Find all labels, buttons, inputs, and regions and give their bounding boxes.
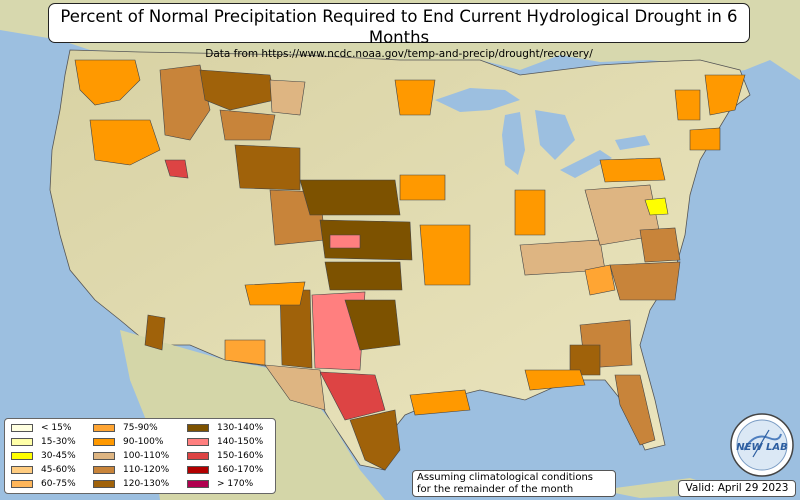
legend-swatch	[93, 437, 115, 446]
assumption-note: Assuming climatological conditions for t…	[412, 470, 616, 497]
lake-erie	[560, 150, 612, 178]
region-nebraska	[299, 179, 401, 216]
legend-swatch	[11, 451, 33, 460]
legend-swatch	[187, 423, 209, 432]
legend-label: 15-30%	[41, 437, 76, 447]
lake-ontario	[615, 135, 650, 150]
region-gulf	[409, 389, 471, 416]
region-nc-orange	[584, 264, 616, 296]
region-indiana	[514, 189, 546, 236]
legend-label: 45-60%	[41, 465, 76, 475]
logo-text: NEW LAB	[736, 442, 787, 453]
region-tx-south	[349, 409, 401, 471]
region-nd-light	[269, 79, 306, 116]
region-va-brown	[639, 227, 681, 263]
legend-swatch	[187, 479, 209, 488]
region-maryland-yellow	[644, 197, 669, 216]
note-line-2: for the remainder of the month	[417, 483, 574, 495]
note-line-1: Assuming climatological conditions	[417, 472, 593, 483]
legend-swatch	[93, 465, 115, 474]
region-az-orange	[244, 281, 306, 306]
region-iowa	[399, 174, 446, 201]
region-tx-red	[319, 371, 386, 421]
region-florida	[614, 374, 656, 446]
legend-swatch	[11, 465, 33, 474]
region-wisconsin	[394, 79, 436, 116]
legend-label: 60-75%	[41, 479, 76, 489]
legend-label: > 170%	[217, 479, 254, 489]
region-oklahoma	[324, 261, 403, 291]
legend-swatch	[11, 423, 33, 432]
legend-label: 100-110%	[123, 451, 170, 461]
legend-swatch	[93, 479, 115, 488]
legend-item: 150-160%	[187, 450, 263, 462]
legend-label: 160-170%	[217, 465, 264, 475]
legend-label: 30-45%	[41, 451, 76, 461]
region-kansas	[319, 219, 413, 261]
region-montana-2	[219, 109, 276, 141]
legend-label: 130-140%	[217, 423, 264, 433]
region-nc	[609, 261, 681, 301]
legend-item: < 15%	[11, 422, 71, 434]
legend-label: 140-150%	[217, 437, 264, 447]
legend-item: 130-140%	[187, 422, 263, 434]
lake-michigan	[502, 112, 525, 175]
legend-item: 100-110%	[93, 450, 169, 462]
legend-item: 140-150%	[187, 436, 263, 448]
legend-label: 120-130%	[123, 479, 170, 489]
legend-item: > 170%	[187, 478, 253, 490]
lake-superior	[435, 88, 520, 112]
region-gulf-2	[524, 369, 586, 391]
legend-label: 150-160%	[217, 451, 264, 461]
region-idaho-red	[164, 159, 189, 179]
region-mid-atlantic	[599, 157, 666, 183]
region-tx-brown	[344, 299, 401, 351]
drought-regions	[74, 59, 746, 471]
legend-label: 110-120%	[123, 465, 170, 475]
legend-item: 90-100%	[93, 436, 163, 448]
region-az-brown	[144, 314, 166, 351]
region-oregon	[89, 119, 161, 166]
legend-swatch	[11, 437, 33, 446]
region-az-light	[224, 339, 266, 366]
new-lab-logo: NEW LAB	[730, 413, 794, 477]
map-subtitle: Data from https://www.ncdc.noaa.gov/temp…	[205, 48, 593, 60]
legend-label: 90-100%	[123, 437, 164, 447]
region-ga-brown	[569, 344, 601, 376]
region-montana	[199, 69, 276, 111]
legend-item: 120-130%	[93, 478, 169, 490]
region-ny	[674, 89, 701, 121]
region-wyoming	[234, 144, 301, 191]
legend-item: 110-120%	[93, 464, 169, 476]
region-ma	[689, 127, 721, 151]
lake-huron	[535, 110, 575, 160]
region-tx-light	[264, 364, 326, 411]
legend: < 15% 15-30% 30-45% 45-60% 60-75% 75-90%…	[4, 418, 276, 494]
region-new-england	[704, 74, 746, 116]
region-missouri	[419, 224, 471, 286]
legend-swatch	[11, 479, 33, 488]
legend-swatch	[93, 423, 115, 432]
legend-label: 75-90%	[123, 423, 158, 433]
legend-swatch	[93, 451, 115, 460]
region-idaho	[159, 64, 211, 141]
region-pacific-nw	[74, 59, 141, 106]
legend-label: < 15%	[41, 423, 72, 433]
legend-item: 45-60%	[11, 464, 76, 476]
map-title: Percent of Normal Precipitation Required…	[60, 7, 738, 47]
legend-swatch	[187, 437, 209, 446]
legend-item: 30-45%	[11, 450, 76, 462]
valid-date: Valid: April 29 2023	[678, 480, 796, 497]
legend-item: 60-75%	[11, 478, 76, 490]
legend-item: 160-170%	[187, 464, 263, 476]
legend-swatch	[187, 451, 209, 460]
legend-item: 75-90%	[93, 422, 158, 434]
title-box: Percent of Normal Precipitation Required…	[48, 3, 750, 60]
legend-item: 15-30%	[11, 436, 76, 448]
region-kansas-pink	[329, 234, 361, 249]
legend-swatch	[187, 465, 209, 474]
